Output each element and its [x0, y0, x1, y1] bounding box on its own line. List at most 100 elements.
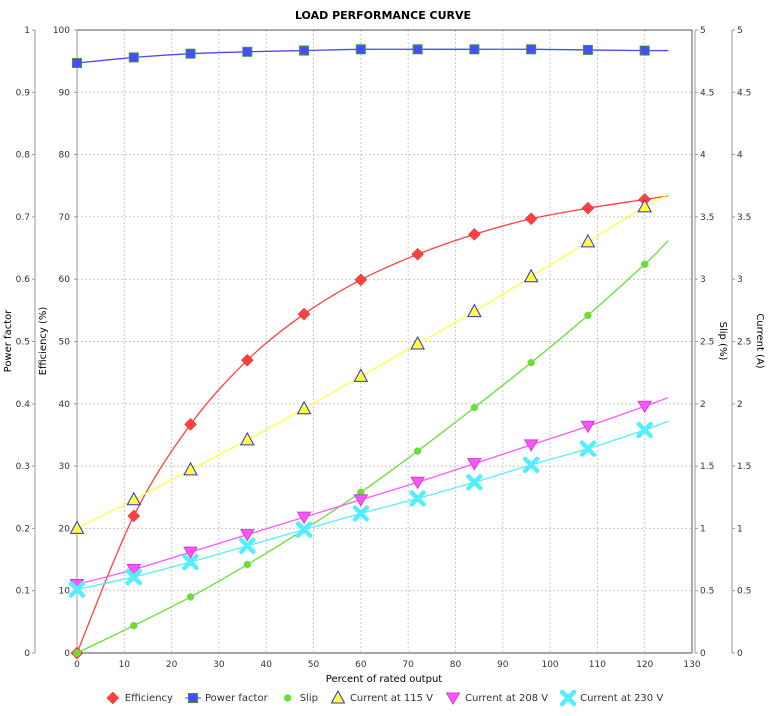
data-point	[409, 490, 426, 507]
efficiency-tick-label: 10	[59, 587, 71, 597]
pf-tick-label: 1	[24, 26, 30, 36]
pf-tick-label: 0.1	[16, 587, 30, 597]
slip-tick-label: 2	[700, 400, 706, 410]
current-tick-label: 3.5	[737, 213, 751, 223]
data-point	[73, 649, 81, 657]
data-point	[295, 521, 313, 538]
pf-tick-label: 0.5	[16, 338, 30, 348]
legend-marker-cross	[559, 689, 577, 707]
series-slip	[73, 240, 669, 657]
slip-axis-label: Slip (%)	[717, 322, 728, 361]
x-tick-label: 110	[589, 660, 606, 670]
legend-item: Power factor	[184, 693, 269, 704]
current-tick-label: 4	[737, 151, 743, 161]
pf-tick-label: 0.8	[16, 151, 31, 161]
legend-item: Current at 208 V	[445, 692, 548, 705]
x-tick-label: 130	[683, 660, 700, 670]
data-point	[636, 421, 653, 439]
legend-label: Current at 208 V	[465, 693, 548, 704]
x-tick-label: 120	[636, 660, 653, 670]
x-tick-label: 100	[541, 660, 558, 670]
data-point	[580, 233, 596, 248]
efficiency-tick-label: 50	[59, 338, 71, 348]
x-tick-label: 50	[308, 660, 320, 670]
data-point	[584, 311, 592, 320]
pf-tick-label: 0.2	[16, 524, 30, 534]
data-point	[526, 44, 537, 55]
x-tick-label: 70	[402, 660, 414, 670]
data-point	[637, 400, 653, 414]
data-point	[412, 44, 423, 55]
data-point	[126, 491, 142, 506]
data-point	[239, 529, 255, 542]
data-point	[68, 581, 86, 598]
legend-label: Current at 230 V	[580, 693, 663, 704]
slip-tick-label: 4	[700, 151, 706, 161]
data-point	[239, 431, 255, 446]
data-point	[639, 45, 650, 56]
slip-tick-label: 1	[700, 524, 706, 534]
data-point	[296, 511, 312, 525]
data-point	[183, 461, 198, 476]
data-point	[354, 273, 368, 287]
slip-tick-label: 5	[700, 26, 706, 36]
data-point	[72, 58, 82, 69]
trend-line	[76, 396, 669, 586]
data-point	[410, 476, 425, 490]
legend-item: Efficiency	[106, 691, 173, 705]
data-point	[524, 212, 538, 226]
efficiency-tick-label: 0	[64, 649, 70, 659]
data-point	[469, 44, 480, 55]
data-point	[69, 520, 85, 534]
data-point	[355, 44, 366, 55]
x-tick-label: 80	[450, 660, 462, 670]
data-point	[580, 420, 596, 434]
data-point	[184, 418, 197, 431]
current-tick-label: 2	[737, 400, 743, 410]
data-point	[182, 553, 199, 571]
data-point	[186, 593, 195, 601]
data-point	[581, 201, 595, 215]
slip-tick-label: 1.5	[700, 462, 714, 472]
current-tick-label: 2.5	[737, 338, 751, 348]
slip-tick-label: 3.5	[700, 213, 714, 223]
data-point	[242, 46, 253, 57]
slip-tick-label: 4.5	[700, 88, 714, 98]
data-point	[240, 353, 254, 367]
x-axis-label: Percent of rated output	[326, 674, 443, 685]
efficiency-tick-label: 30	[59, 462, 71, 472]
data-point	[582, 44, 593, 55]
data-point	[411, 247, 424, 261]
pf-tick-label: 0.9	[16, 88, 31, 98]
slip-tick-label: 2.5	[700, 338, 714, 348]
data-point	[522, 456, 540, 474]
efficiency-tick-label: 60	[59, 275, 71, 285]
legend-label: Current at 115 V	[350, 693, 433, 704]
data-point	[128, 52, 139, 63]
data-point	[467, 303, 482, 318]
efficiency-axis-label: Efficiency (%)	[38, 307, 49, 376]
x-tick-label: 60	[355, 660, 367, 670]
x-tick-label: 20	[166, 660, 178, 670]
data-point	[243, 560, 252, 569]
data-point	[127, 509, 141, 523]
legend-item: Slip	[283, 693, 318, 704]
pf-axis-label: Power factor	[3, 309, 14, 373]
legend-item: Current at 230 V	[559, 689, 663, 707]
trend-line	[76, 420, 669, 591]
legend-label: Efficiency	[125, 693, 173, 704]
current-tick-label: 4.5	[737, 88, 751, 98]
data-point	[467, 458, 482, 471]
legend-marker-circle	[283, 694, 292, 702]
data-point	[523, 439, 539, 452]
pf-tick-label: 0.4	[16, 400, 31, 410]
data-point	[523, 268, 539, 283]
data-point	[640, 260, 649, 268]
efficiency-tick-label: 70	[59, 213, 71, 223]
legend-marker-triangle-down	[445, 692, 461, 705]
data-point	[637, 198, 653, 213]
data-point	[183, 546, 198, 560]
legend-label: Slip	[300, 693, 318, 704]
trend-line	[76, 193, 669, 529]
trend-line	[76, 195, 669, 654]
